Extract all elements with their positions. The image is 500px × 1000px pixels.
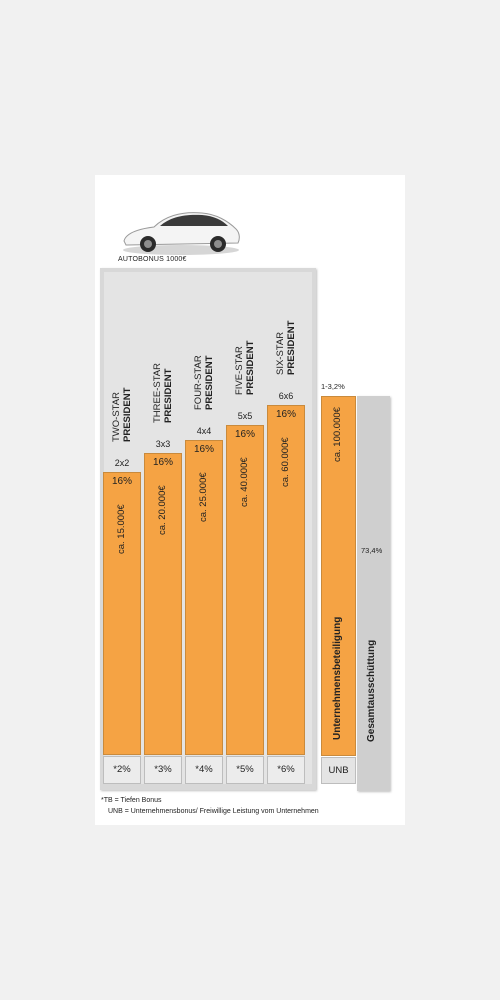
rank-name: TWO-STAR: [111, 392, 122, 442]
rank-title: PRESIDENT: [245, 340, 256, 395]
rank-title: PRESIDENT: [163, 368, 174, 423]
unb-bar: [321, 396, 356, 756]
rank-title: PRESIDENT: [286, 320, 297, 375]
unb-name: Unternehmensbeteiligung: [332, 616, 343, 740]
total-pct: 73,4%: [361, 546, 383, 555]
bar-value-label: ca. 60.000€: [280, 437, 291, 487]
bar-pct-label: 16%: [111, 476, 132, 487]
bar-2: [144, 453, 182, 755]
total-column: [357, 396, 390, 791]
rank-name: FIVE-STAR: [234, 346, 245, 395]
bar-4: [226, 425, 264, 755]
tb-cell: *5%: [226, 756, 264, 784]
bar-value-label: ca. 20.000€: [157, 485, 168, 535]
rank-label: THREE-STAR PRESIDENT: [152, 363, 174, 423]
unb-value-label: ca. 100.000€: [332, 407, 343, 462]
rank-label: TWO-STAR PRESIDENT: [111, 388, 133, 442]
bar-pct-label: 16%: [275, 409, 296, 420]
bar-value-label: ca. 40.000€: [239, 457, 250, 507]
rank-name: FOUR-STAR: [193, 355, 204, 410]
bar-pct-label: 16%: [152, 457, 173, 468]
rank-name: SIX-STAR: [275, 331, 286, 375]
level-label: 6x6: [278, 391, 294, 401]
tb-cell: *2%: [103, 756, 141, 784]
rank-label: SIX-STAR PRESIDENT: [275, 321, 297, 375]
rank-title: PRESIDENT: [122, 387, 133, 442]
level-label: 3x3: [155, 439, 171, 449]
level-label: 4x4: [196, 426, 212, 436]
total-name: Gesamtausschüttung: [366, 639, 377, 742]
bar-pct-label: 16%: [193, 444, 214, 455]
tb-cell: *4%: [185, 756, 223, 784]
bar-pct-label: 16%: [234, 429, 255, 440]
tb-cell: *6%: [267, 756, 305, 784]
bar-3: [185, 440, 223, 755]
level-label: 2x2: [114, 458, 130, 468]
level-label: 5x5: [237, 411, 253, 421]
bar-value-label: ca. 25.000€: [198, 472, 209, 522]
bar-value-label: ca. 15.000€: [116, 504, 127, 554]
tb-cell: *3%: [144, 756, 182, 784]
rank-label: FIVE-STAR PRESIDENT: [234, 341, 256, 395]
rank-name: THREE-STAR: [152, 363, 163, 423]
footnote-tb: *TB = Tiefen Bonus: [101, 797, 162, 804]
rank-label: FOUR-STAR PRESIDENT: [193, 355, 215, 410]
footnote-unb: UNB = Unternehmensbonus/ Freiwillige Lei…: [108, 808, 319, 815]
car-image: [118, 205, 244, 257]
unb-range: 1-3,2%: [321, 382, 345, 391]
auto-bonus-label: AUTOBONUS 1000€: [118, 256, 187, 263]
bar-1: [103, 472, 141, 755]
unb-cell: UNB: [321, 757, 356, 784]
bar-5: [267, 405, 305, 755]
rank-title: PRESIDENT: [204, 355, 215, 410]
